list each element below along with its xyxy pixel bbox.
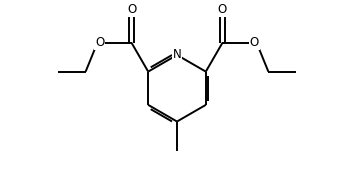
Text: O: O xyxy=(95,36,104,49)
Text: O: O xyxy=(250,36,259,49)
Text: O: O xyxy=(127,3,136,16)
Text: N: N xyxy=(173,48,181,61)
Text: O: O xyxy=(218,3,227,16)
